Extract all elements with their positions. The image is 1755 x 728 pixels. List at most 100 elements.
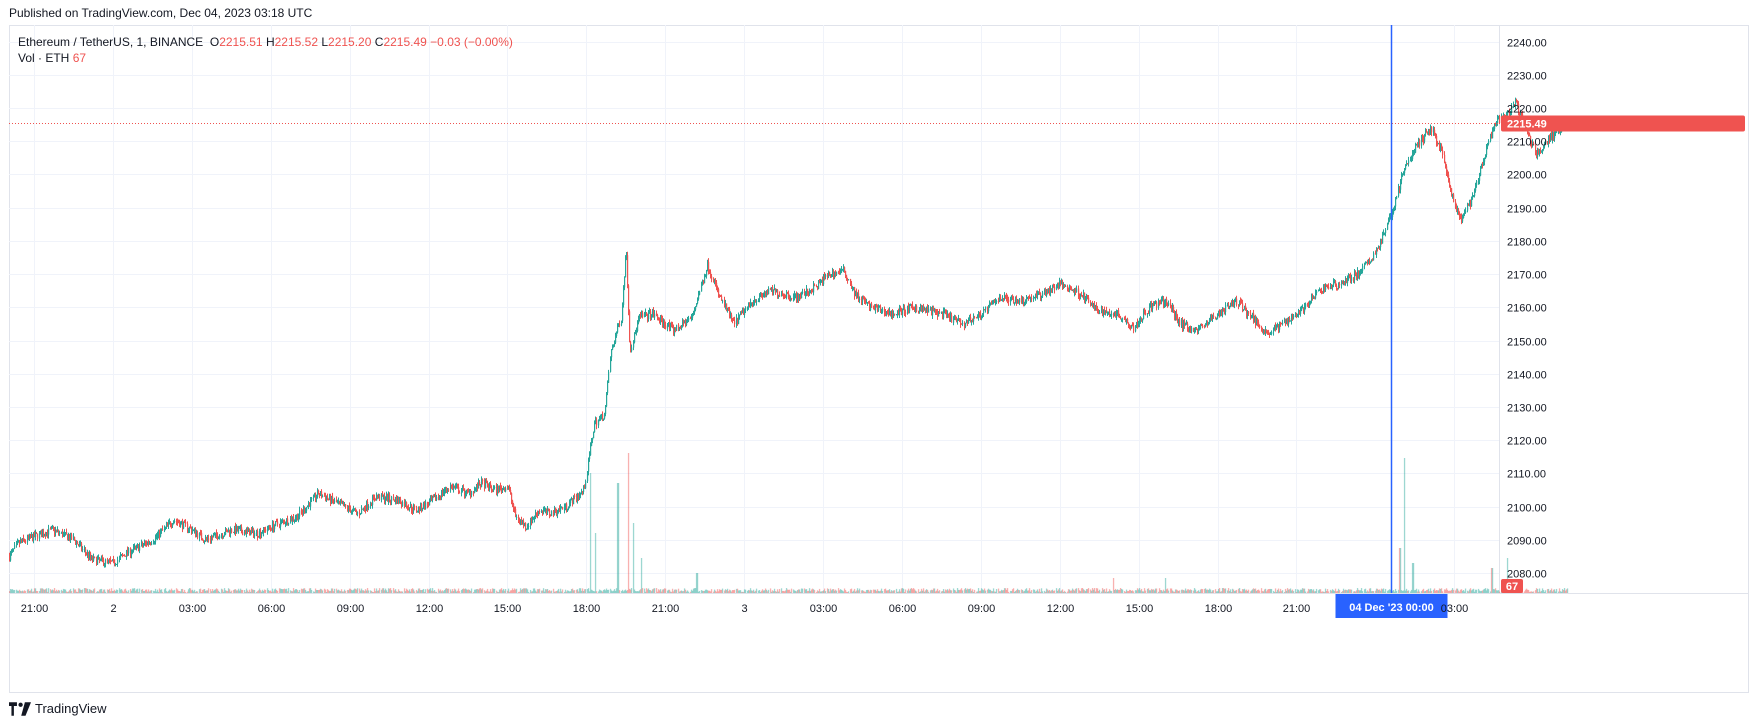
candle-body <box>1445 161 1447 167</box>
volume-bar <box>958 590 961 593</box>
volume-bar <box>1426 589 1429 593</box>
candle-body <box>61 531 63 533</box>
volume-bar <box>538 588 541 593</box>
candle-body <box>1429 132 1431 134</box>
candle-body <box>682 320 684 326</box>
candle-body <box>1198 328 1200 331</box>
volume-bar <box>341 591 344 593</box>
tradingview-brand[interactable]: TradingView <box>9 701 107 716</box>
candle-body <box>532 519 534 524</box>
candle-body <box>1045 289 1047 296</box>
candle-body <box>1037 293 1039 296</box>
candle-body <box>1288 318 1290 324</box>
volume-bar <box>10 589 13 593</box>
candle-body <box>320 491 322 496</box>
volume-bar <box>1205 589 1208 593</box>
volume-bar <box>1490 568 1493 593</box>
candle-body <box>322 495 324 498</box>
volume-bar <box>510 590 513 593</box>
candle-body <box>352 509 354 512</box>
volume-bar <box>371 591 374 593</box>
volume-bar <box>1275 591 1278 593</box>
candle-body <box>805 294 807 296</box>
candle-body <box>941 312 943 314</box>
candle-body <box>1290 320 1292 322</box>
volume-bar <box>223 588 226 593</box>
volume-bar <box>1354 591 1357 593</box>
candle-body <box>1530 136 1532 144</box>
candle-body <box>57 530 59 532</box>
volume-bar <box>1134 590 1137 593</box>
candle-body <box>489 483 491 490</box>
candle-body <box>1044 289 1046 293</box>
volume-bar <box>106 589 109 593</box>
candle-body <box>418 506 420 511</box>
candle-body <box>105 559 107 564</box>
candle-body <box>1333 281 1335 286</box>
volume-bar <box>292 588 295 593</box>
volume-bar <box>1342 588 1345 593</box>
candle-body <box>672 324 674 327</box>
volume-bar <box>211 589 214 593</box>
candle-body <box>674 330 676 334</box>
volume-bar <box>1050 590 1053 593</box>
volume-bar <box>337 589 340 593</box>
volume-bar <box>431 588 434 593</box>
volume-bar <box>1121 589 1124 593</box>
candle-body <box>1318 289 1320 292</box>
volume-bar <box>1446 589 1449 593</box>
volume-bar <box>177 590 180 593</box>
candle-body <box>197 533 199 538</box>
volume-bar <box>544 589 547 593</box>
candle-body <box>1434 129 1436 134</box>
candle-body <box>464 488 466 495</box>
volume-bar <box>1254 588 1257 593</box>
candle-body <box>86 552 88 555</box>
candle-body <box>1486 146 1488 155</box>
candle-body <box>861 298 863 302</box>
volume-bar <box>1498 591 1501 593</box>
candle-body <box>633 342 635 348</box>
candle-body <box>1127 318 1129 323</box>
volume-bar <box>377 590 380 593</box>
candle-body <box>1217 313 1219 319</box>
candle-body <box>1001 299 1003 301</box>
volume-bar <box>110 588 113 593</box>
candle-body <box>373 497 375 499</box>
volume-bar <box>683 588 686 593</box>
volume-bar <box>488 591 491 593</box>
volume-bar <box>218 591 221 593</box>
volume-bar <box>207 588 210 593</box>
candle-body <box>187 523 189 531</box>
volume-bar <box>1392 590 1395 593</box>
volume-bar <box>751 590 754 593</box>
volume-bar <box>883 589 886 593</box>
volume-bar <box>1487 589 1490 593</box>
volume-bar <box>508 591 511 593</box>
candle-body <box>1414 152 1416 154</box>
volume-bar <box>1432 589 1435 593</box>
volume-bar <box>922 588 925 593</box>
volume-bar <box>506 590 509 593</box>
candle-body <box>944 311 946 313</box>
volume-bar <box>827 589 830 593</box>
volume-bar <box>1268 588 1271 593</box>
volume-bar <box>881 591 884 593</box>
volume-bar <box>1153 590 1156 593</box>
volume-bar <box>977 588 980 593</box>
volume-bar <box>540 590 543 593</box>
volume-bar <box>491 588 494 593</box>
candle-body <box>1018 301 1020 303</box>
candle-body <box>1405 164 1407 170</box>
candle-body <box>1194 329 1196 331</box>
volume-bar <box>842 591 845 593</box>
volume-bar <box>1281 590 1284 593</box>
volume-bar <box>1437 590 1440 593</box>
candle-body <box>67 534 69 541</box>
candle-body <box>1425 131 1427 134</box>
volume-bar <box>826 588 829 593</box>
volume-bar <box>306 591 309 593</box>
volume-bar <box>824 591 827 593</box>
candle-body <box>764 292 766 296</box>
